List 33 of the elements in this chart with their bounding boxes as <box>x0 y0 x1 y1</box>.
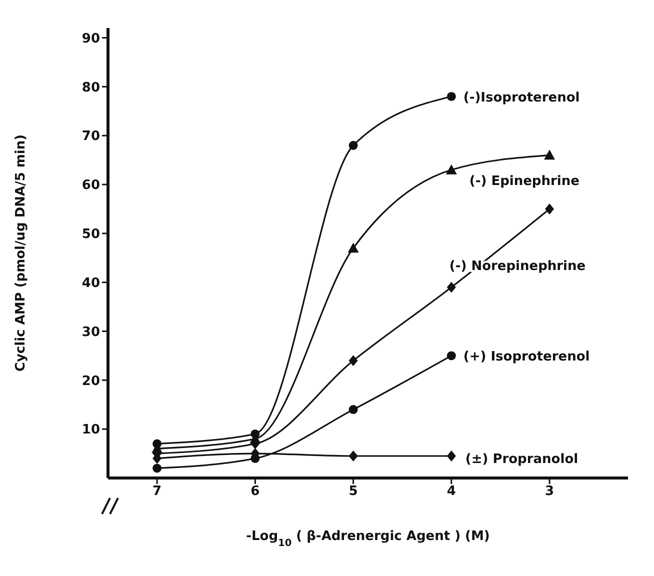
series-label: (±) Propranolol <box>465 452 578 467</box>
point <box>544 150 556 160</box>
y-tick-label: 10 <box>82 422 100 438</box>
series-label: (-)Isoproterenol <box>463 90 580 106</box>
x-axis-title: -Log$_{10}$ ( β-Adrenergic Agent ) (M) <box>246 529 490 548</box>
point <box>348 450 358 462</box>
y-tick-label: 20 <box>82 374 100 389</box>
point <box>446 164 457 174</box>
point <box>348 355 358 366</box>
x-tick-label: 3 <box>544 484 554 500</box>
series-label: (+) Isoproterenol <box>463 350 590 365</box>
y-tick-label: 70 <box>82 129 100 144</box>
point <box>152 464 162 473</box>
point <box>446 450 456 462</box>
point <box>545 203 554 214</box>
y-axis-title: Cyclic AMP (pmol/ug DNA/5 min) <box>14 134 29 372</box>
point <box>348 405 358 414</box>
y-tick-label: 40 <box>82 276 100 291</box>
x-tick-label: 5 <box>348 484 358 500</box>
point <box>348 242 359 253</box>
series-label: (-) Epinephrine <box>469 174 580 189</box>
point <box>446 92 456 101</box>
point <box>348 140 358 150</box>
point <box>446 351 456 360</box>
y-tick-label: 80 <box>82 80 100 96</box>
point <box>446 282 456 293</box>
x-tick-label: 4 <box>446 484 456 500</box>
x-tick-label: 7 <box>152 484 162 500</box>
y-tick-label: 90 <box>82 31 100 46</box>
y-tick-label: 60 <box>82 178 100 194</box>
x-tick-label: 6 <box>250 484 260 500</box>
y-tick-label: 50 <box>82 227 100 242</box>
y-tick-label: 30 <box>82 324 100 340</box>
